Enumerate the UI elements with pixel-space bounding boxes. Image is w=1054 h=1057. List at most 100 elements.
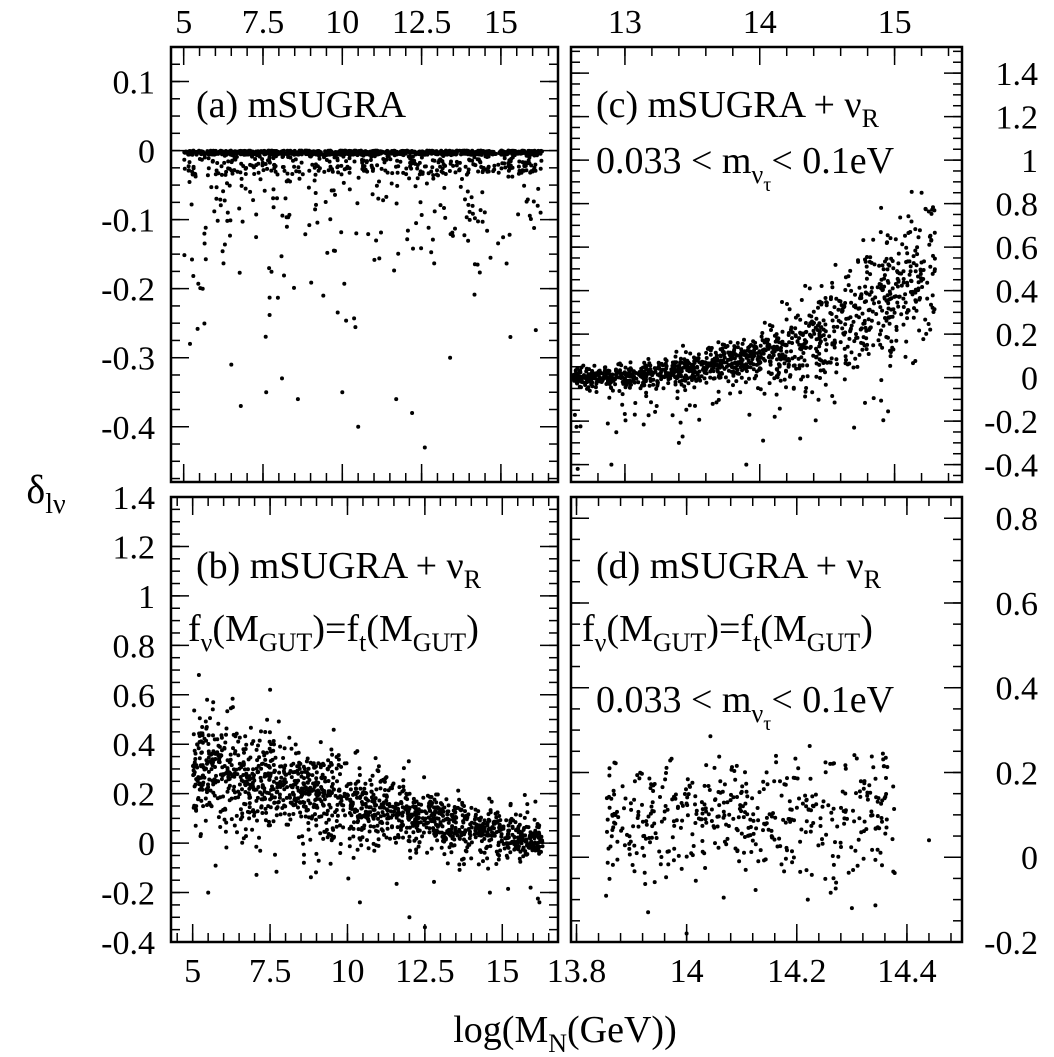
data-point bbox=[371, 815, 376, 820]
data-point bbox=[280, 213, 285, 218]
data-point bbox=[296, 165, 301, 170]
data-point bbox=[420, 816, 425, 821]
panel-c: 13 14 151.41.210.80.60.40.20-0.2-0.4 (c) m… bbox=[569, 4, 1039, 485]
data-point bbox=[472, 832, 477, 837]
data-point bbox=[743, 380, 748, 385]
data-point bbox=[839, 845, 843, 849]
data-point bbox=[352, 148, 357, 153]
data-point bbox=[474, 825, 479, 830]
data-point bbox=[390, 149, 394, 153]
data-point bbox=[651, 783, 656, 788]
data-point bbox=[263, 162, 268, 166]
data-point bbox=[295, 769, 300, 774]
data-point bbox=[631, 824, 636, 829]
data-point bbox=[752, 347, 757, 352]
data-point bbox=[810, 794, 815, 799]
data-point bbox=[659, 855, 664, 859]
data-point bbox=[721, 809, 726, 814]
data-point bbox=[391, 781, 396, 786]
data-point bbox=[462, 837, 466, 842]
data-point bbox=[301, 860, 306, 865]
data-point bbox=[700, 811, 705, 816]
data-point bbox=[799, 343, 804, 348]
data-point bbox=[522, 183, 527, 188]
data-point bbox=[865, 797, 870, 802]
data-point bbox=[523, 163, 528, 168]
data-point bbox=[271, 196, 276, 201]
data-point bbox=[784, 349, 789, 354]
data-point bbox=[929, 302, 933, 307]
data-point bbox=[197, 781, 202, 786]
data-point bbox=[731, 373, 736, 378]
data-point bbox=[398, 159, 403, 164]
data-point bbox=[302, 852, 306, 857]
data-point bbox=[836, 307, 841, 312]
data-point bbox=[347, 156, 352, 161]
data-point bbox=[240, 811, 245, 816]
data-point bbox=[407, 834, 412, 839]
data-point bbox=[480, 823, 485, 828]
data-point bbox=[233, 151, 238, 156]
data-point bbox=[443, 215, 448, 220]
data-point bbox=[767, 342, 772, 347]
data-point bbox=[464, 215, 469, 220]
data-point bbox=[583, 383, 588, 387]
data-point bbox=[448, 355, 453, 360]
data-point bbox=[291, 812, 296, 816]
data-point bbox=[385, 816, 390, 821]
data-point bbox=[270, 784, 274, 789]
data-point bbox=[214, 185, 219, 190]
data-point bbox=[331, 827, 336, 832]
data-point bbox=[670, 368, 675, 373]
data-point bbox=[772, 779, 777, 784]
data-point bbox=[310, 773, 315, 778]
data-point bbox=[706, 812, 711, 817]
data-point bbox=[192, 772, 197, 777]
data-point bbox=[297, 176, 302, 181]
data-point bbox=[662, 375, 667, 380]
data-point bbox=[716, 790, 721, 794]
data-point bbox=[307, 223, 312, 228]
data-point bbox=[370, 192, 375, 197]
data-point bbox=[303, 814, 308, 819]
data-point bbox=[915, 252, 920, 257]
data-point bbox=[375, 823, 380, 828]
data-point bbox=[486, 169, 491, 174]
data-point bbox=[366, 846, 371, 851]
data-point bbox=[801, 374, 805, 379]
data-point bbox=[782, 869, 787, 874]
data-point bbox=[400, 150, 405, 155]
data-point bbox=[489, 837, 494, 842]
data-point bbox=[322, 155, 326, 160]
data-point bbox=[492, 163, 497, 168]
y-tick-label: 0.2 bbox=[996, 317, 1039, 354]
data-point bbox=[351, 834, 356, 839]
data-point bbox=[867, 783, 872, 788]
data-point bbox=[350, 804, 354, 809]
data-point bbox=[202, 231, 207, 236]
data-point bbox=[820, 837, 824, 842]
data-point bbox=[527, 213, 532, 218]
data-point bbox=[347, 166, 352, 171]
data-point bbox=[246, 757, 251, 762]
data-point bbox=[196, 673, 201, 677]
data-point bbox=[314, 823, 319, 828]
data-point bbox=[753, 888, 758, 892]
data-point bbox=[366, 798, 371, 803]
data-point bbox=[331, 775, 336, 780]
data-point bbox=[905, 259, 910, 264]
data-point bbox=[526, 160, 531, 165]
data-point bbox=[840, 326, 845, 331]
x-tick-label: 15 bbox=[484, 4, 518, 41]
data-point bbox=[927, 242, 932, 247]
data-point bbox=[690, 832, 695, 837]
data-point bbox=[239, 176, 244, 181]
data-point bbox=[378, 820, 383, 825]
data-point bbox=[240, 787, 244, 792]
data-point bbox=[434, 816, 439, 821]
data-point bbox=[275, 149, 280, 154]
data-point bbox=[224, 732, 228, 737]
data-point bbox=[228, 152, 233, 157]
data-point bbox=[376, 196, 381, 201]
data-point bbox=[871, 237, 876, 242]
